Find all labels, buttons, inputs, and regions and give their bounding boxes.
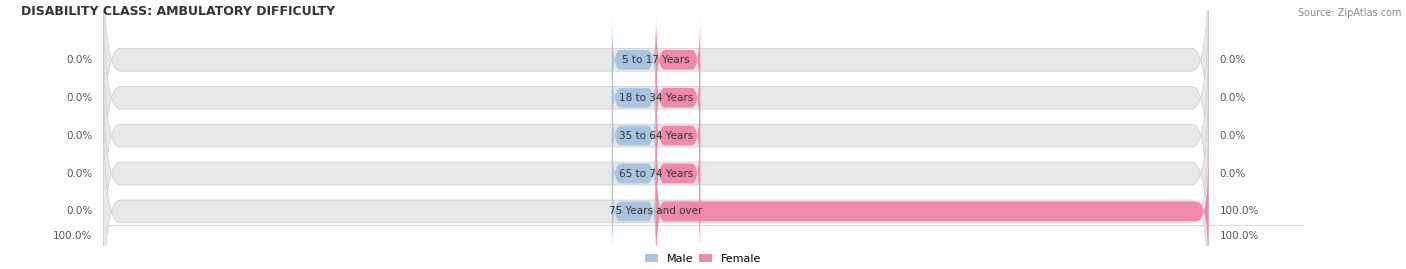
FancyBboxPatch shape xyxy=(612,164,657,259)
FancyBboxPatch shape xyxy=(104,109,1209,269)
FancyBboxPatch shape xyxy=(657,146,1209,269)
FancyBboxPatch shape xyxy=(657,13,700,107)
Text: Source: ZipAtlas.com: Source: ZipAtlas.com xyxy=(1299,8,1402,18)
Text: 0.0%: 0.0% xyxy=(1219,55,1246,65)
Text: 75 Years and over: 75 Years and over xyxy=(609,206,703,217)
Text: 0.0%: 0.0% xyxy=(1219,93,1246,103)
FancyBboxPatch shape xyxy=(612,51,657,145)
FancyBboxPatch shape xyxy=(104,33,1209,238)
Text: 5 to 17 Years: 5 to 17 Years xyxy=(623,55,690,65)
FancyBboxPatch shape xyxy=(657,164,700,259)
FancyBboxPatch shape xyxy=(104,71,1209,269)
Text: 100.0%: 100.0% xyxy=(1219,206,1258,217)
Text: 100.0%: 100.0% xyxy=(1219,231,1258,241)
Text: 0.0%: 0.0% xyxy=(66,206,93,217)
Text: 0.0%: 0.0% xyxy=(66,168,93,179)
Text: 0.0%: 0.0% xyxy=(66,130,93,141)
FancyBboxPatch shape xyxy=(657,89,700,183)
FancyBboxPatch shape xyxy=(612,126,657,221)
Text: 100.0%: 100.0% xyxy=(53,231,93,241)
Text: 18 to 34 Years: 18 to 34 Years xyxy=(619,93,693,103)
FancyBboxPatch shape xyxy=(612,89,657,183)
FancyBboxPatch shape xyxy=(104,0,1209,162)
Text: 35 to 64 Years: 35 to 64 Years xyxy=(619,130,693,141)
Text: DISABILITY CLASS: AMBULATORY DIFFICULTY: DISABILITY CLASS: AMBULATORY DIFFICULTY xyxy=(21,5,335,18)
Text: 0.0%: 0.0% xyxy=(66,93,93,103)
FancyBboxPatch shape xyxy=(657,126,700,221)
Text: 0.0%: 0.0% xyxy=(1219,168,1246,179)
Text: 0.0%: 0.0% xyxy=(1219,130,1246,141)
FancyBboxPatch shape xyxy=(657,51,700,145)
FancyBboxPatch shape xyxy=(104,0,1209,200)
Text: 0.0%: 0.0% xyxy=(66,55,93,65)
Text: 65 to 74 Years: 65 to 74 Years xyxy=(619,168,693,179)
FancyBboxPatch shape xyxy=(612,13,657,107)
Legend: Male, Female: Male, Female xyxy=(640,249,766,268)
